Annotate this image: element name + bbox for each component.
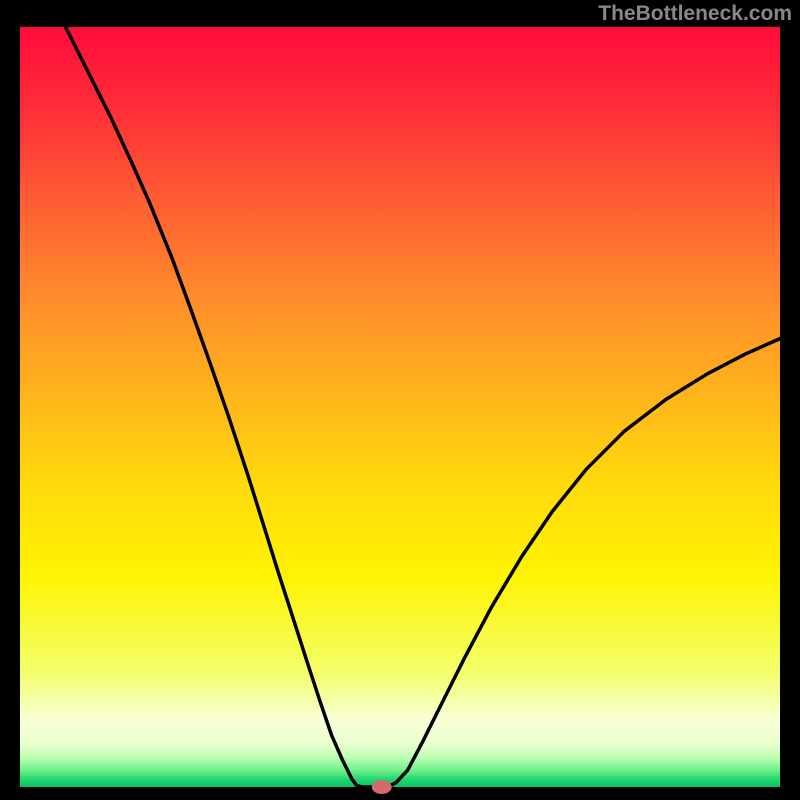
bottom-marker <box>372 780 392 794</box>
plot-background <box>20 27 780 787</box>
bottleneck-chart <box>0 0 800 800</box>
chart-root: TheBottleneck.com <box>0 0 800 800</box>
watermark-text: TheBottleneck.com <box>598 2 792 26</box>
